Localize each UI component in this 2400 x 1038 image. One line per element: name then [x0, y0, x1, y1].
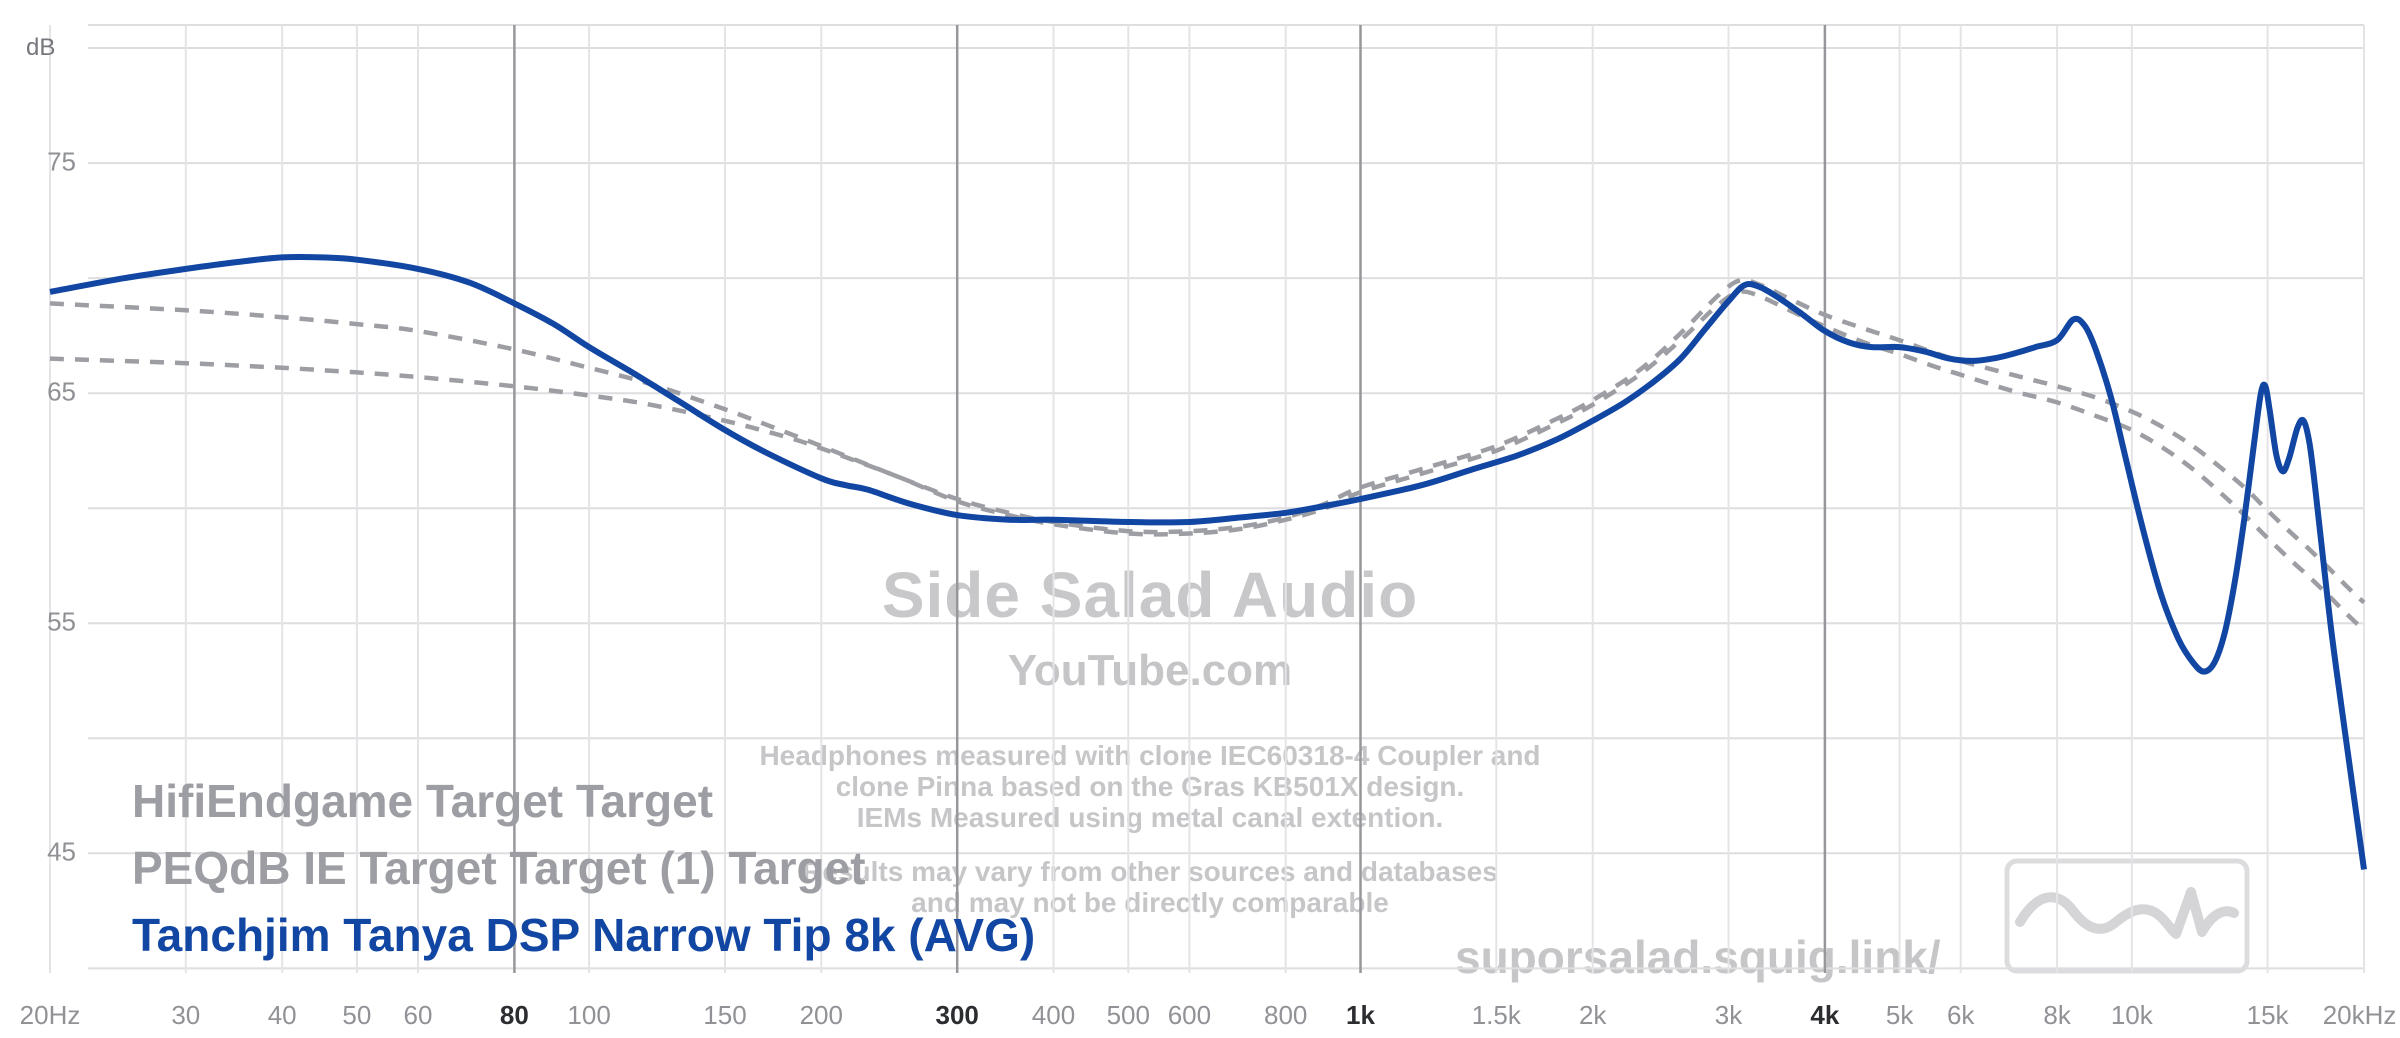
- db-axis-unit-label: dB: [26, 34, 56, 61]
- watermark-disclaimer-line: Results may vary from other sources and …: [802, 856, 1498, 887]
- x-tick-label: 1.5k: [1471, 1000, 1521, 1030]
- x-axis-labels: 20Hz 30 40 50 60 80 100 150 200 300 400 500 600 800 1k…: [0, 1000, 2400, 1034]
- target-curve: [49, 277, 2366, 605]
- watermark-notes-line: Headphones measured with clone IEC60318-…: [759, 740, 1541, 771]
- x-tick-label: 10k: [2110, 1000, 2153, 1030]
- x-tick-label: 100: [567, 1000, 611, 1030]
- x-tick-label: 1k: [1346, 1000, 1375, 1030]
- x-tick-label: 20kHz: [2322, 1000, 2397, 1030]
- x-tick-label: 30: [171, 1000, 201, 1030]
- x-tick-label: 300: [935, 1000, 979, 1030]
- squig-logo: [2004, 858, 2250, 974]
- x-tick-label: 150: [703, 1000, 747, 1030]
- legend-item-peqdb-ie-target[interactable]: PEQdB IE Target Target (1) Target: [132, 842, 866, 894]
- watermark-disclaimer: Results may vary from other sources and …: [350, 856, 1950, 918]
- x-tick-label: 4k: [1810, 1000, 1840, 1030]
- x-tick-label: 500: [1106, 1000, 1150, 1030]
- x-tick-label: 50: [342, 1000, 372, 1030]
- x-tick-label: 5k: [1885, 1000, 1914, 1030]
- measurement-curve: [49, 253, 2367, 870]
- site-url: suporsalad.squig.link/: [1455, 931, 1941, 983]
- x-tick-label: 60: [403, 1000, 433, 1030]
- x-tick-label: 6k: [1946, 1000, 1975, 1030]
- y-tick-label: 65: [47, 376, 76, 407]
- x-tick-label: 2k: [1578, 1000, 1607, 1030]
- watermark-disclaimer-line: and may not be directly comparable: [911, 887, 1389, 918]
- legend-item-tanchjim-tanya[interactable]: Tanchjim Tanya DSP Narrow Tip 8k (AVG): [132, 909, 1036, 961]
- watermark-subtitle: YouTube.com: [1007, 646, 1293, 695]
- legend: HifiEndgame Target Target PEQdB IE Targe…: [132, 768, 1035, 969]
- watermark-notes-line: IEMs Measured using metal canal extentio…: [856, 802, 1444, 833]
- logo-squiggle-icon: [2015, 887, 2239, 939]
- x-tick-label: 20Hz: [19, 1000, 81, 1030]
- y-tick-label: 45: [47, 836, 76, 867]
- x-tick-label: 40: [267, 1000, 297, 1030]
- y-tick-label: 75: [47, 146, 76, 177]
- x-tick-label: 200: [799, 1000, 843, 1030]
- x-tick-label: 800: [1263, 1000, 1308, 1030]
- x-tick-label: 8k: [2043, 1000, 2071, 1030]
- legend-item-hifiendgame-target[interactable]: HifiEndgame Target Target: [132, 775, 714, 827]
- watermark-title: Side Salad Audio: [881, 559, 1419, 631]
- logo-frame: [2004, 858, 2250, 974]
- x-tick-label: 600: [1167, 1000, 1212, 1030]
- x-tick-label: 3k: [1714, 1000, 1743, 1030]
- target-curve: [49, 289, 2366, 632]
- y-tick-label: 55: [47, 606, 76, 637]
- x-tick-label: 80: [499, 1000, 529, 1030]
- x-tick-label: 400: [1031, 1000, 1076, 1030]
- x-tick-label: 15k: [2246, 1000, 2289, 1030]
